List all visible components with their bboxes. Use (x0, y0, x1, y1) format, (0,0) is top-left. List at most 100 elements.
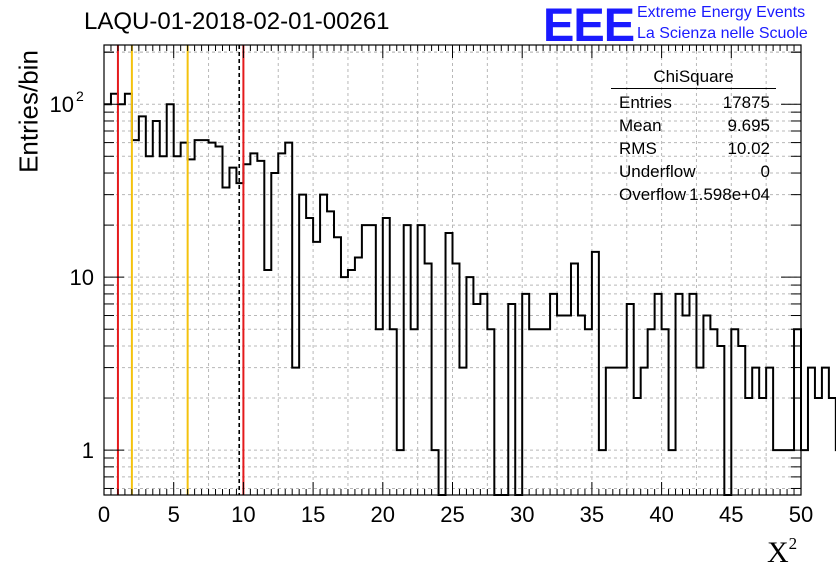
logo-line-2: La Scienza nelle Scuole (637, 25, 808, 42)
histogram-bin (773, 450, 780, 495)
histogram-bin (383, 218, 390, 495)
histogram-bin (592, 252, 599, 495)
stats-divider (611, 88, 776, 89)
histogram-bin (689, 294, 696, 495)
histogram-bin (153, 121, 160, 495)
stats-row-overflow: Overflow 1.598e+04 (611, 183, 776, 206)
histogram-bin (376, 329, 383, 495)
x-tick-label: 20 (371, 502, 395, 527)
histogram-bin (683, 316, 690, 495)
histogram-bin (453, 263, 460, 495)
histogram-bin (411, 329, 418, 495)
x-axis-label: X2 (767, 534, 797, 570)
histogram-bin (348, 270, 355, 495)
histogram-bin (369, 225, 376, 495)
histogram-bin (738, 346, 745, 495)
histogram-bin (432, 450, 439, 495)
stats-value: 1.598e+04 (689, 185, 770, 204)
x-tick-label: 50 (789, 502, 813, 527)
eee-logo-icon: EEE (543, 0, 635, 51)
histogram-bin (299, 195, 306, 495)
stats-label: Overflow (619, 185, 687, 204)
x-tick-label: 15 (301, 502, 325, 527)
x-tick-label: 5 (168, 502, 180, 527)
histogram-bin (578, 316, 585, 495)
histogram-bin (327, 211, 334, 495)
histogram-bin (334, 237, 341, 495)
histogram-bin (216, 146, 223, 495)
histogram-bin (132, 140, 139, 495)
histogram-bin (543, 329, 550, 495)
histogram-bin (202, 140, 209, 495)
histogram-bin (104, 104, 111, 495)
y-tick-label: 10 (50, 92, 74, 117)
histogram-bin (250, 153, 257, 495)
histogram-bin (243, 164, 250, 495)
histogram-bin (676, 294, 683, 495)
x-tick-label: 25 (440, 502, 464, 527)
histogram-bin (125, 94, 132, 495)
histogram-bin (222, 187, 229, 495)
stats-label: RMS (619, 139, 657, 158)
histogram-bin (188, 159, 195, 495)
histogram-bin (703, 316, 710, 495)
stats-row-entries: Entries 17875 (611, 91, 776, 114)
x-tick-label: 10 (231, 502, 255, 527)
logo-line-1: Extreme Energy Events (637, 4, 806, 21)
histogram-title: LAQU-01-2018-02-01-00261 (84, 8, 390, 35)
histogram-bin (745, 398, 752, 495)
histogram-bin (292, 368, 299, 495)
histogram-bin (257, 161, 264, 495)
histogram-bin (655, 294, 662, 495)
stats-box: ChiSquare Entries 17875 Mean 9.695 RMS 1… (611, 66, 776, 206)
stats-title: ChiSquare (653, 67, 734, 86)
histogram-bin (459, 368, 466, 495)
y-tick-label: 1 (82, 438, 94, 463)
histogram-bin (780, 450, 787, 495)
histogram-bin (822, 368, 829, 495)
histogram-bin (362, 225, 369, 495)
histogram-bin (557, 316, 564, 495)
histogram-bin (181, 143, 188, 495)
histogram-bin (599, 450, 606, 495)
x-tick-label: 35 (580, 502, 604, 527)
histogram-bin (278, 153, 285, 495)
histogram-bin (466, 277, 473, 495)
histogram-bin (801, 450, 808, 495)
stats-value: 9.695 (727, 116, 770, 135)
histogram-bin (146, 156, 153, 495)
x-axis-label-base: X (767, 536, 789, 569)
histogram-bin (229, 168, 236, 495)
histogram-bin (550, 294, 557, 495)
histogram-bin (508, 304, 515, 495)
histogram-bin (118, 104, 125, 495)
stats-value: 17875 (722, 93, 770, 112)
histogram-bin (669, 450, 676, 495)
histogram-bin (160, 156, 167, 495)
x-tick-label: 30 (510, 502, 534, 527)
histogram-bin (341, 277, 348, 495)
histogram-bin (174, 156, 181, 495)
histogram-bin (285, 143, 292, 495)
histogram-bin (271, 173, 278, 495)
histogram-bin (648, 329, 655, 495)
histogram-bin (473, 304, 480, 495)
histogram-bin (696, 368, 703, 495)
histogram-bin (662, 329, 669, 495)
histogram-bin (487, 329, 494, 495)
x-tick-label: 40 (649, 502, 673, 527)
histogram-bin (320, 195, 327, 495)
x-tick-label: 45 (719, 502, 743, 527)
histogram-bin (480, 294, 487, 495)
stats-row-rms: RMS 10.02 (611, 137, 776, 160)
y-tick-label-exponent: 2 (76, 88, 84, 104)
histogram-bin (522, 294, 529, 495)
histogram-bin (766, 368, 773, 495)
histogram-bin (710, 329, 717, 495)
histogram-bin (390, 329, 397, 495)
histogram-bin (446, 233, 453, 495)
histogram-bin (167, 104, 174, 495)
stats-value: 0 (760, 162, 770, 181)
stats-row-mean: Mean 9.695 (611, 114, 776, 137)
histogram-bin (808, 368, 815, 495)
